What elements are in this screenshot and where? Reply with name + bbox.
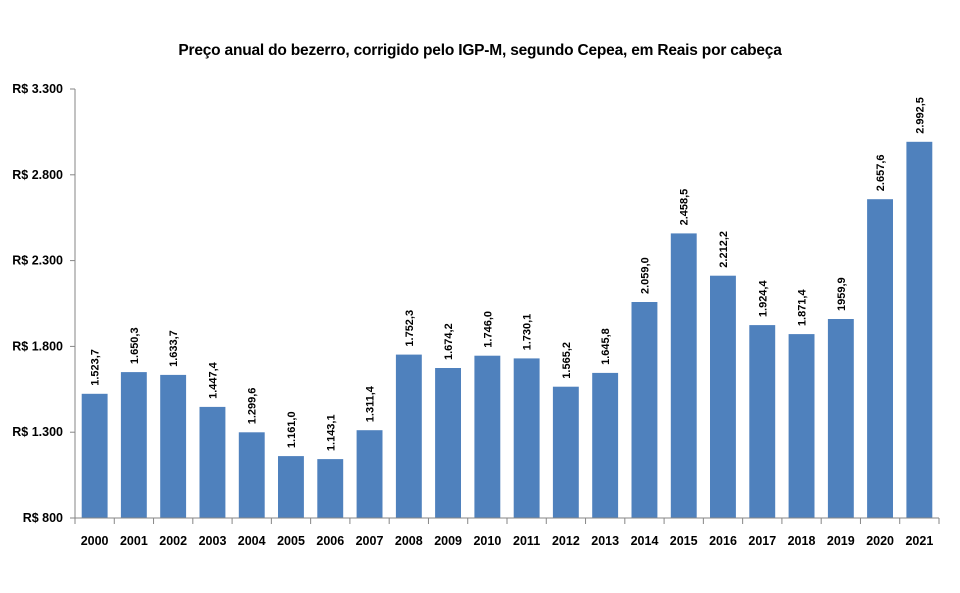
chart-title: Preço anual do bezerro, corrigido pelo I… [178,42,782,59]
bar-2008 [395,354,422,518]
bar-2019 [827,319,854,518]
x-tick-label: 2009 [434,534,462,548]
bar-2005 [278,456,304,518]
y-tick-label: R$ 1.300 [12,425,63,439]
data-label-2007: 1.311,4 [365,385,377,422]
x-tick-label: 2020 [866,534,894,548]
data-label-2001: 1.650,3 [129,327,141,364]
bar-2016 [710,275,736,518]
data-label-2002: 1.633,7 [168,330,180,367]
bar-2011 [513,358,540,518]
data-label-2017: 1.924,4 [757,280,769,318]
data-label-2020: 2.657,6 [875,154,887,191]
data-label-2011: 1.730,1 [522,314,534,351]
data-label-2000: 1.523,7 [90,349,102,386]
data-label-2009: 1.674,2 [443,323,455,360]
bar-2012 [552,386,579,518]
x-tick-label: 2012 [552,534,580,548]
x-tick-label: 2001 [120,534,148,548]
bar-2002 [160,374,187,518]
data-label-2005: 1.161,0 [286,411,298,448]
x-tick-label: 2004 [238,534,266,548]
y-tick-label: R$ 800 [23,511,63,525]
x-tick-label: 2021 [905,534,933,548]
data-label-2010: 1.746,0 [482,311,494,348]
bar-2000 [81,393,108,518]
x-tick-label: 2016 [709,534,737,548]
x-tick-label: 2000 [81,534,109,548]
bar-2020 [867,199,893,518]
x-tick-label: 2014 [631,534,659,548]
x-tick-label: 2006 [316,534,344,548]
bar-2018 [788,334,815,518]
bar-2014 [631,302,658,518]
x-tick-label: 2007 [356,534,384,548]
data-label-2014: 2.059,0 [640,257,652,294]
bar-2004 [238,432,265,518]
x-tick-label: 2003 [199,534,227,548]
data-label-2021: 2.992,5 [914,97,926,134]
labels-layer: 1.523,7 2000 1.650,3 2001 1.633,7 2002 1.447,4… [12,82,933,548]
x-tick-label: 2018 [788,534,816,548]
bar-2010 [474,355,501,518]
bar-2007 [356,430,383,518]
x-tick-label: 2017 [748,534,776,548]
data-label-2004: 1.299,6 [247,388,259,425]
data-label-2018: 1.871,4 [797,289,809,327]
x-tick-label: 2002 [159,534,187,548]
data-label-2015: 2.458,5 [679,189,691,226]
bar-2021 [906,141,933,519]
data-label-2008: 1.752,3 [404,310,416,347]
bar-2001 [120,372,147,518]
y-tick-label: R$ 1.800 [12,339,63,353]
data-label-2003: 1.447,4 [208,361,220,399]
x-tick-label: 2013 [591,534,619,548]
y-tick-label: R$ 2.300 [12,254,63,268]
x-tick-label: 2019 [827,534,855,548]
bar-2013 [592,372,619,518]
bar-2017 [749,325,776,518]
y-tick-label: R$ 2.800 [12,168,63,182]
data-label-2013: 1.645,8 [600,328,612,365]
bar-2006 [317,459,344,518]
data-label-2019: 1959,9 [836,277,848,311]
data-label-2006: 1.143,1 [325,414,337,451]
x-tick-label: 2005 [277,534,305,548]
x-tick-label: 2011 [513,534,540,548]
data-label-2012: 1.565,2 [561,342,573,379]
bar-2003 [199,406,226,518]
bar-2015 [670,233,697,518]
y-tick-label: R$ 3.300 [12,82,63,96]
axes-layer [70,88,940,524]
data-label-2016: 2.212,2 [718,231,730,268]
x-tick-label: 2008 [395,534,423,548]
bars-layer [81,141,933,519]
x-tick-label: 2010 [473,534,501,548]
bar-2009 [435,368,461,518]
x-tick-label: 2015 [670,534,698,548]
